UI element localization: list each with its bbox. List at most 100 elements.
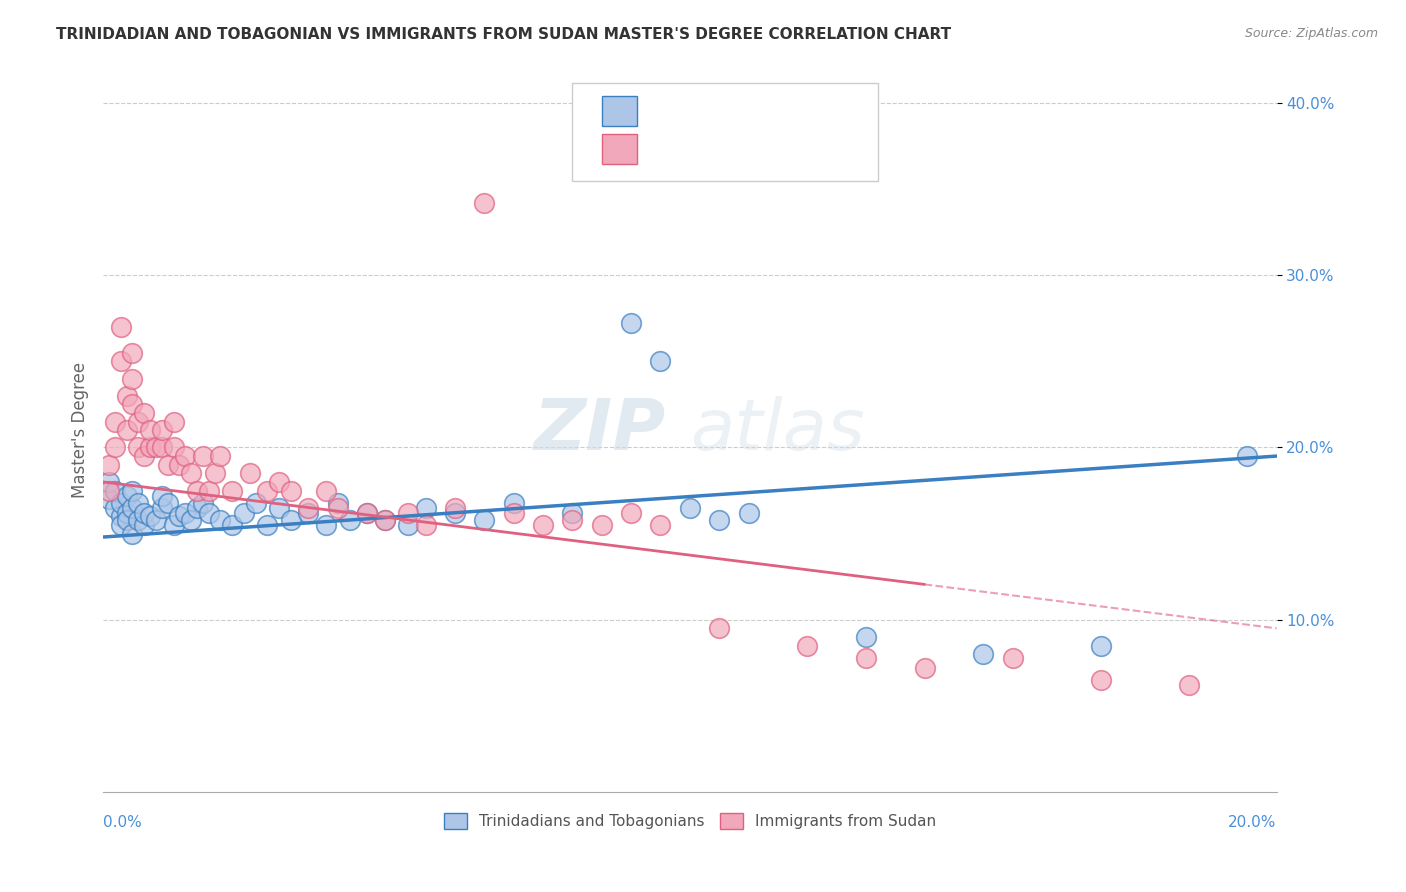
Point: [115, 423, 138, 437]
Point: [98, 458, 121, 472]
Point: [280, 483, 302, 498]
Point: [139, 441, 162, 455]
Point: [245, 495, 267, 509]
Point: [374, 513, 396, 527]
Point: [169, 458, 191, 472]
Point: [221, 483, 243, 498]
Text: R =  -0.097   N = 58: R = -0.097 N = 58: [647, 133, 846, 152]
Point: [127, 495, 149, 509]
Point: [650, 354, 672, 368]
Text: Source: ZipAtlas.com: Source: ZipAtlas.com: [1244, 27, 1378, 40]
Point: [110, 319, 132, 334]
Point: [191, 495, 214, 509]
Point: [121, 483, 143, 498]
Point: [972, 647, 994, 661]
Point: [162, 441, 184, 455]
Point: [396, 506, 419, 520]
Point: [221, 518, 243, 533]
Point: [98, 475, 121, 489]
Point: [1177, 678, 1199, 692]
Point: [256, 483, 278, 498]
Point: [650, 518, 672, 533]
Point: [104, 500, 127, 515]
Point: [186, 500, 208, 515]
Point: [150, 441, 173, 455]
Point: [191, 449, 214, 463]
Point: [280, 513, 302, 527]
Point: [914, 661, 936, 675]
Point: [104, 415, 127, 429]
Point: [174, 506, 197, 520]
Point: [444, 506, 467, 520]
Point: [121, 345, 143, 359]
Point: [197, 483, 219, 498]
Point: [180, 467, 202, 481]
Point: [134, 506, 156, 520]
Point: [156, 458, 179, 472]
Point: [620, 506, 643, 520]
Point: [127, 513, 149, 527]
Point: [315, 518, 337, 533]
Text: 20.0%: 20.0%: [1229, 815, 1277, 830]
Point: [150, 489, 173, 503]
Point: [239, 467, 262, 481]
Point: [620, 317, 643, 331]
Point: [1001, 650, 1024, 665]
Y-axis label: Master's Degree: Master's Degree: [72, 362, 89, 499]
Text: 0.0%: 0.0%: [103, 815, 142, 830]
Point: [180, 513, 202, 527]
Point: [297, 500, 319, 515]
Point: [204, 467, 226, 481]
Text: R =   0.247   N = 57: R = 0.247 N = 57: [647, 95, 846, 113]
Point: [707, 621, 730, 635]
Point: [561, 506, 583, 520]
Point: [591, 518, 613, 533]
Point: [474, 513, 496, 527]
Point: [1090, 673, 1112, 687]
Point: [474, 195, 496, 210]
Text: ZIP: ZIP: [534, 396, 666, 465]
Point: [326, 500, 349, 515]
Point: [121, 371, 143, 385]
Point: [150, 500, 173, 515]
Point: [139, 509, 162, 524]
Point: [162, 415, 184, 429]
Point: [110, 509, 132, 524]
Point: [315, 483, 337, 498]
Point: [121, 397, 143, 411]
Point: [98, 492, 121, 507]
Point: [374, 513, 396, 527]
Point: [1090, 639, 1112, 653]
Point: [855, 630, 877, 644]
Point: [326, 495, 349, 509]
Text: TRINIDADIAN AND TOBAGONIAN VS IMMIGRANTS FROM SUDAN MASTER'S DEGREE CORRELATION : TRINIDADIAN AND TOBAGONIAN VS IMMIGRANTS…: [56, 27, 952, 42]
Point: [150, 423, 173, 437]
Point: [502, 506, 524, 520]
Point: [156, 495, 179, 509]
Point: [121, 526, 143, 541]
Point: [531, 518, 554, 533]
Point: [115, 389, 138, 403]
Point: [415, 500, 437, 515]
Point: [679, 500, 702, 515]
Point: [855, 650, 877, 665]
Point: [134, 518, 156, 533]
Point: [297, 506, 319, 520]
Point: [145, 513, 167, 527]
Point: [134, 406, 156, 420]
Point: [169, 509, 191, 524]
Point: [444, 500, 467, 515]
Point: [737, 506, 759, 520]
Point: [256, 518, 278, 533]
Point: [104, 441, 127, 455]
Point: [232, 506, 254, 520]
Point: [356, 506, 378, 520]
Point: [121, 500, 143, 515]
Point: [502, 495, 524, 509]
Point: [115, 506, 138, 520]
Legend: Trinidadians and Tobagonians, Immigrants from Sudan: Trinidadians and Tobagonians, Immigrants…: [437, 806, 942, 835]
Point: [162, 518, 184, 533]
Point: [197, 506, 219, 520]
Point: [209, 513, 232, 527]
FancyBboxPatch shape: [602, 134, 637, 164]
